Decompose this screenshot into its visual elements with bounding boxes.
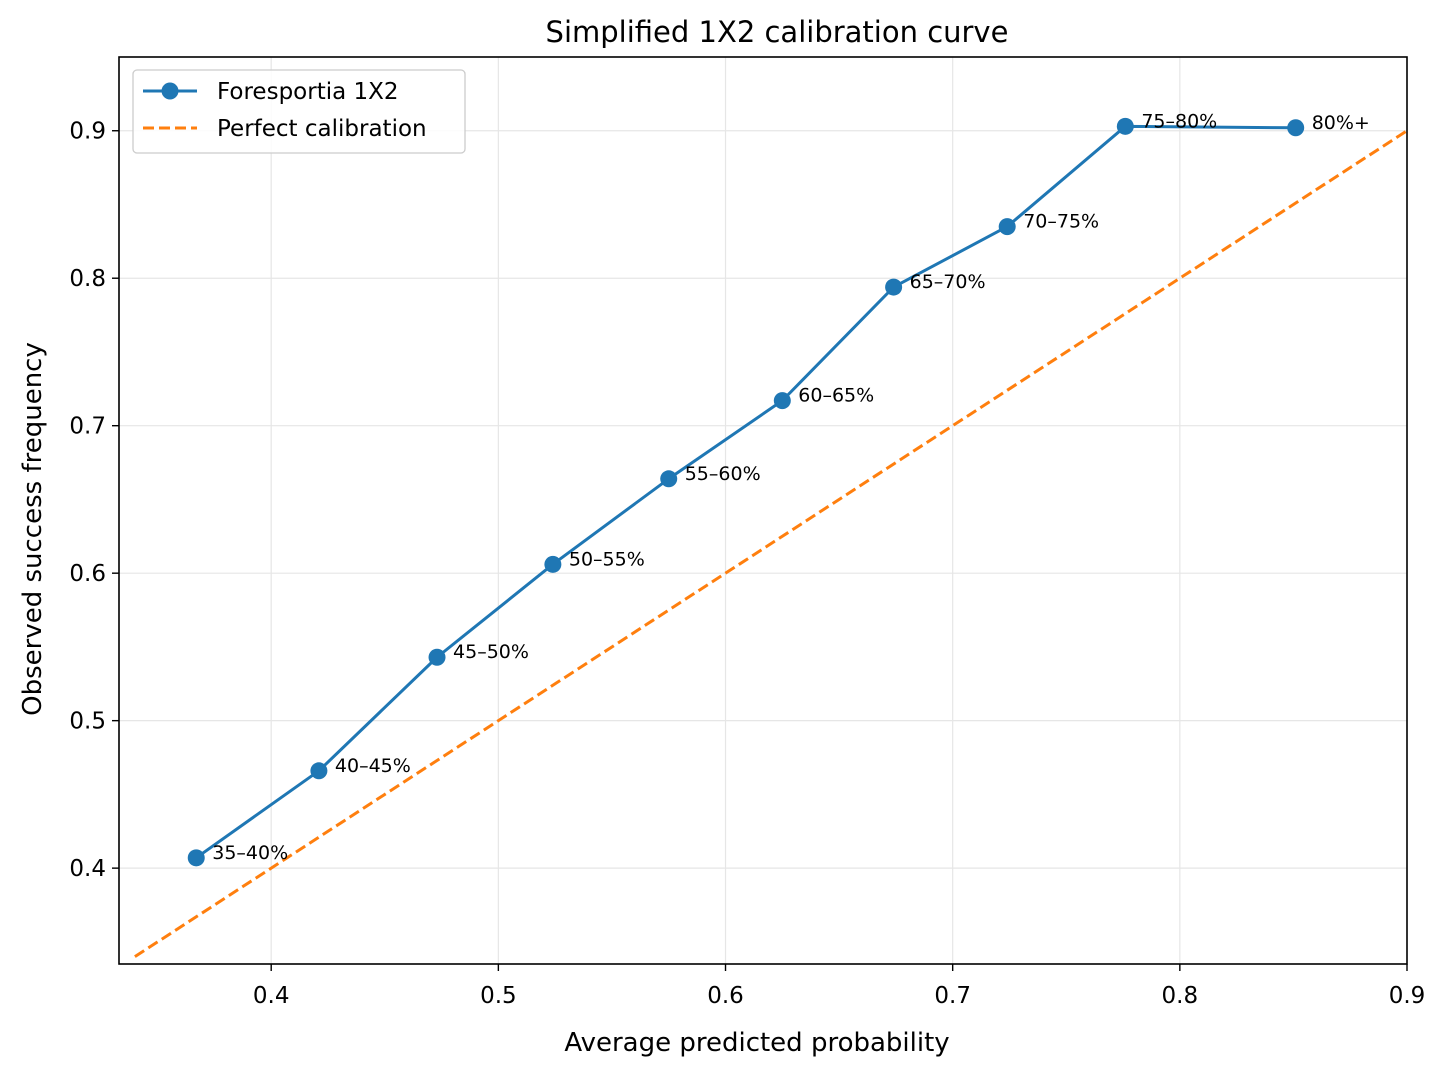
foresportia-calibration-line [195, 124, 1296, 860]
legend-label-perfect-calibration: Perfect calibration [217, 116, 427, 142]
data-point [998, 218, 1016, 236]
x-tick-label: 0.6 [707, 983, 744, 1009]
data-point [885, 278, 903, 296]
data-point [1287, 119, 1305, 137]
point-label: 40–45% [335, 755, 411, 777]
point-labels: 35–40% 40–45% 45–50% 50–55% 55–60% 60–65% 65–7… [212, 110, 1370, 863]
grid-lines [119, 57, 1408, 964]
point-label: 35–40% [212, 842, 288, 864]
legend-marker-foresportia [161, 82, 179, 100]
data-point [544, 555, 562, 573]
reference-line-layer [134, 129, 1408, 958]
x-axis-label: Average predicted probability [564, 1028, 949, 1058]
point-label: 65–70% [910, 271, 986, 293]
legend-box [132, 69, 466, 154]
point-label: 50–55% [569, 548, 645, 570]
perfect-calibration-line [134, 129, 1408, 958]
data-point [310, 762, 328, 780]
data-point [1116, 117, 1134, 135]
point-label: 55–60% [685, 463, 761, 485]
chart-title: Simplified 1X2 calibration curve [546, 15, 1009, 49]
y-tick-label: 0.8 [69, 266, 106, 292]
y-tick-label: 0.6 [69, 561, 106, 587]
point-label: 80%+ [1312, 112, 1370, 134]
legend-label-foresportia: Foresportia 1X2 [217, 79, 399, 105]
point-label: 45–50% [453, 641, 529, 663]
y-tick-label: 0.5 [69, 709, 106, 735]
y-tick-label: 0.4 [69, 856, 106, 882]
data-point [428, 648, 446, 666]
x-tick-label: 0.7 [934, 983, 971, 1009]
y-tick-label: 0.9 [69, 119, 106, 145]
legend: Foresportia 1X2 Perfect calibration [132, 69, 466, 154]
data-point [660, 470, 678, 488]
x-tick-label: 0.8 [1162, 983, 1199, 1009]
x-tick-label: 0.5 [480, 983, 517, 1009]
y-tick-label: 0.7 [69, 414, 106, 440]
axis-ticks: 0.4 0.5 0.6 0.7 0.8 0.9 0.4 0.5 0.6 0.7 0.8 0.9 [69, 119, 1425, 1009]
point-label: 60–65% [798, 385, 874, 407]
plot-frame [118, 56, 1408, 965]
y-axis-label: Observed success frequency [18, 342, 48, 716]
point-label: 70–75% [1023, 211, 1099, 233]
x-tick-label: 0.4 [253, 983, 290, 1009]
series-layer [187, 117, 1305, 867]
x-tick-label: 0.9 [1389, 983, 1426, 1009]
data-point [187, 849, 205, 867]
data-point [773, 392, 791, 410]
point-label: 75–80% [1141, 110, 1217, 132]
